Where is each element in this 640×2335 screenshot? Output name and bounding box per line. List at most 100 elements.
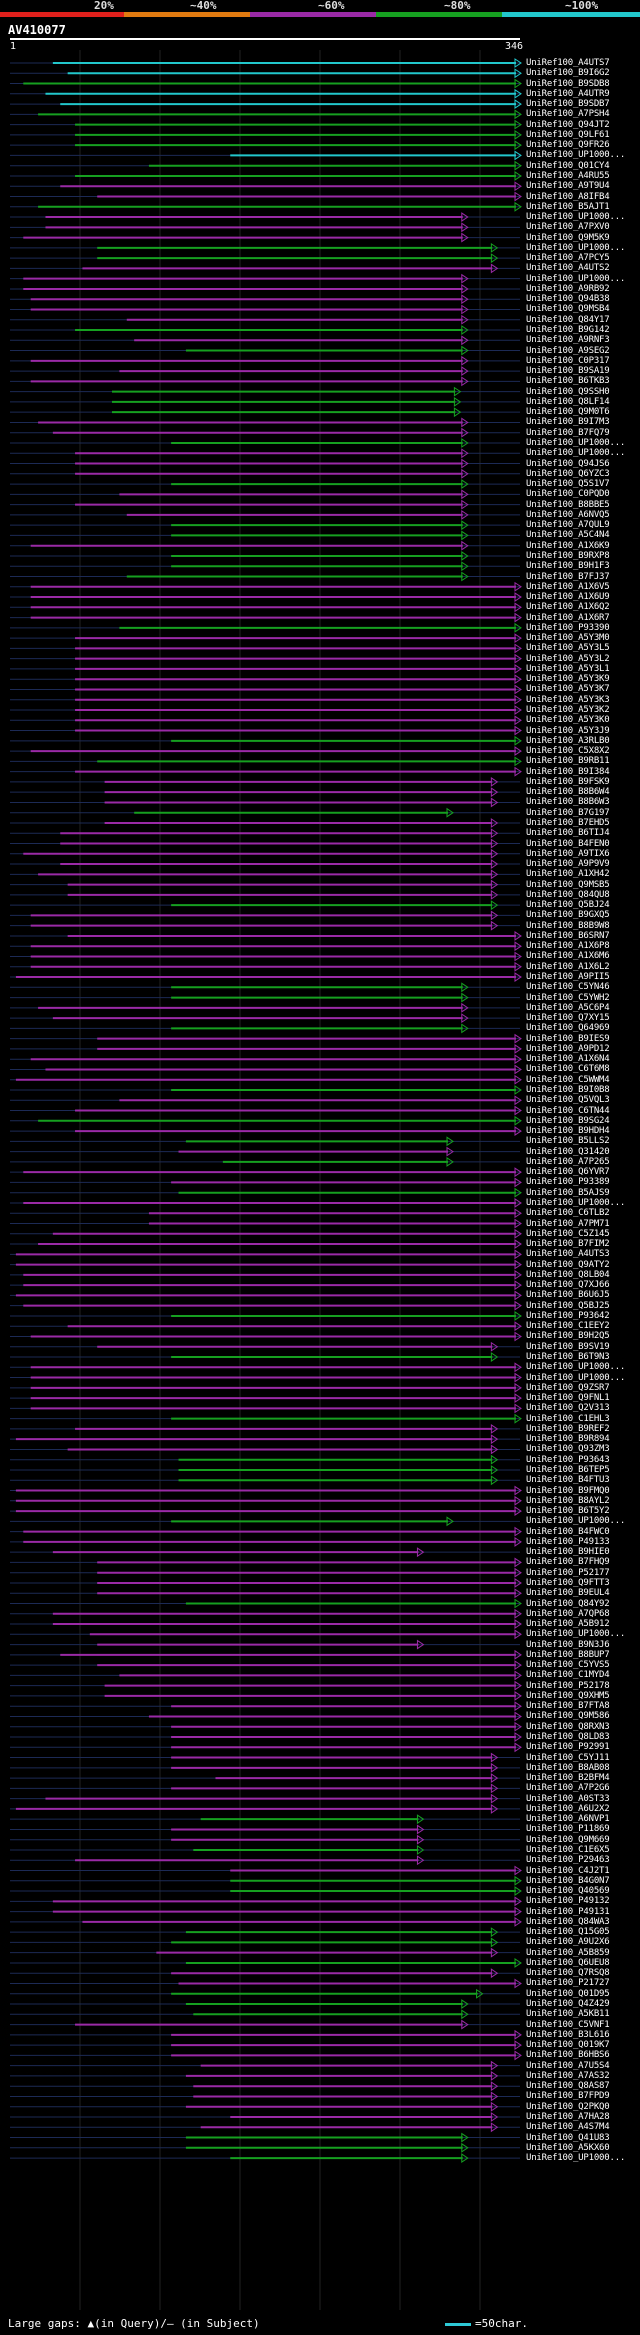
hit-label[interactable]: UniRef100_A1X6M6 [526, 951, 610, 962]
hit-label[interactable]: UniRef100_UP1000... [526, 1362, 626, 1373]
hit-label[interactable]: UniRef100_Q93ZM3 [526, 1444, 610, 1455]
hit-label[interactable]: UniRef100_A7PXV0 [526, 222, 610, 233]
hit-label[interactable]: UniRef100_Q84QU8 [526, 889, 610, 900]
hit-label[interactable]: UniRef100_C5Z145 [526, 1228, 610, 1239]
hit-label[interactable]: UniRef100_Q01D95 [526, 1988, 610, 1999]
hit-label[interactable]: UniRef100_C6T6M8 [526, 1064, 610, 1075]
hit-label[interactable]: UniRef100_A8IFB4 [526, 191, 610, 202]
hit-label[interactable]: UniRef100_A4UTS2 [526, 263, 610, 274]
hit-label[interactable]: UniRef100_B4FTU3 [526, 1475, 610, 1486]
hit-label[interactable]: UniRef100_Q94JT2 [526, 119, 610, 130]
hit-label[interactable]: UniRef100_C1MYD4 [526, 1670, 610, 1681]
hit-label[interactable]: UniRef100_Q9MSB5 [526, 879, 610, 890]
hit-label[interactable]: UniRef100_A7AS32 [526, 2070, 610, 2081]
hit-label[interactable]: UniRef100_Q8AS87 [526, 2081, 610, 2092]
hit-label[interactable]: UniRef100_B9RXP8 [526, 550, 610, 561]
hit-label[interactable]: UniRef100_B9SA19 [526, 366, 610, 377]
hit-label[interactable]: UniRef100_UP1000... [526, 448, 626, 459]
hit-label[interactable]: UniRef100_C1E6X5 [526, 1844, 610, 1855]
hit-label[interactable]: UniRef100_A5Y3J9 [526, 725, 610, 736]
hit-label[interactable]: UniRef100_Q5S1V7 [526, 479, 610, 490]
hit-label[interactable]: UniRef100_A9P9V9 [526, 859, 610, 870]
hit-label[interactable]: UniRef100_P92991 [526, 1742, 610, 1753]
hit-label[interactable]: UniRef100_UP1000... [526, 212, 626, 223]
hit-label[interactable]: UniRef100_B7EHD5 [526, 817, 610, 828]
hit-label[interactable]: UniRef100_P49133 [526, 1536, 610, 1547]
hit-label[interactable]: UniRef100_B9SDB8 [526, 78, 610, 89]
hit-label[interactable]: UniRef100_C5YWH2 [526, 992, 610, 1003]
hit-label[interactable]: UniRef100_B6T9N3 [526, 1352, 610, 1363]
hit-label[interactable]: UniRef100_A5Y3L1 [526, 663, 610, 674]
hit-label[interactable]: UniRef100_P52178 [526, 1680, 610, 1691]
hit-label[interactable]: UniRef100_A1X6L2 [526, 961, 610, 972]
hit-label[interactable]: UniRef100_B8B6W4 [526, 787, 610, 798]
hit-label[interactable]: UniRef100_P11869 [526, 1824, 610, 1835]
hit-label[interactable]: UniRef100_C5VNF1 [526, 2019, 610, 2030]
hit-label[interactable]: UniRef100_B8BBE5 [526, 499, 610, 510]
hit-label[interactable]: UniRef100_UP1000... [526, 273, 626, 284]
hit-label[interactable]: UniRef100_Q2PKQ0 [526, 2101, 610, 2112]
hit-label[interactable]: UniRef100_B9FSK9 [526, 776, 610, 787]
hit-label[interactable]: UniRef100_A5Y3K3 [526, 694, 610, 705]
hit-label[interactable]: UniRef100_A1X6V5 [526, 581, 610, 592]
hit-label[interactable]: UniRef100_B6HBS6 [526, 2050, 610, 2061]
hit-label[interactable]: UniRef100_B9SG24 [526, 1115, 610, 1126]
hit-label[interactable]: UniRef100_C0PQD0 [526, 489, 610, 500]
hit-label[interactable]: UniRef100_B9HIE0 [526, 1547, 610, 1558]
hit-label[interactable]: UniRef100_B4G0N7 [526, 1875, 610, 1886]
hit-label[interactable]: UniRef100_A6NVQ5 [526, 509, 610, 520]
hit-label[interactable]: UniRef100_A4UTS7 [526, 58, 610, 68]
hit-label[interactable]: UniRef100_Q5VQL3 [526, 1095, 610, 1106]
hit-label[interactable]: UniRef100_B6TIJ4 [526, 828, 610, 839]
hit-label[interactable]: UniRef100_B9HDH4 [526, 1126, 610, 1137]
hit-label[interactable]: UniRef100_UP1000... [526, 150, 626, 161]
hit-label[interactable]: UniRef100_A7PM71 [526, 1218, 610, 1229]
hit-label[interactable]: UniRef100_Q84WA3 [526, 1916, 610, 1927]
hit-label[interactable]: UniRef100_A1X6N4 [526, 1054, 610, 1065]
hit-label[interactable]: UniRef100_A5Y3L2 [526, 653, 610, 664]
hit-label[interactable]: UniRef100_Q40569 [526, 1886, 610, 1897]
hit-label[interactable]: UniRef100_B9EUL4 [526, 1588, 610, 1599]
hit-label[interactable]: UniRef100_B6TKB3 [526, 376, 610, 387]
hit-label[interactable]: UniRef100_Q9FR26 [526, 140, 610, 151]
hit-label[interactable]: UniRef100_B5AJT1 [526, 201, 610, 212]
hit-label[interactable]: UniRef100_B7FJ37 [526, 571, 610, 582]
hit-label[interactable]: UniRef100_A7P2G6 [526, 1783, 610, 1794]
hit-label[interactable]: UniRef100_Q6YZC3 [526, 468, 610, 479]
hit-label[interactable]: UniRef100_B9H2Q5 [526, 1331, 610, 1342]
hit-label[interactable]: UniRef100_A5Y3K2 [526, 705, 610, 715]
hit-label[interactable]: UniRef100_Q01CY4 [526, 160, 610, 171]
hit-label[interactable]: UniRef100_Q9ATY2 [526, 1259, 610, 1270]
hit-label[interactable]: UniRef100_A5Y3M0 [526, 633, 610, 644]
hit-label[interactable]: UniRef100_P52177 [526, 1567, 610, 1578]
hit-label[interactable]: UniRef100_P49131 [526, 1906, 610, 1917]
hit-label[interactable]: UniRef100_UP1000... [526, 1629, 626, 1640]
hit-label[interactable]: UniRef100_B6U6J5 [526, 1290, 610, 1301]
hit-label[interactable]: UniRef100_B9I6G2 [526, 68, 610, 79]
hit-label[interactable]: UniRef100_B5LLS2 [526, 1136, 610, 1147]
hit-label[interactable]: UniRef100_Q6UEU8 [526, 1957, 610, 1968]
hit-label[interactable]: UniRef100_B7FHQ9 [526, 1557, 610, 1568]
hit-label[interactable]: UniRef100_A4UTS3 [526, 1249, 610, 1260]
hit-label[interactable]: UniRef100_UP1000... [526, 1197, 626, 1208]
hit-label[interactable]: UniRef100_B9I7M3 [526, 417, 610, 428]
hit-label[interactable]: UniRef100_A5Y3K0 [526, 715, 610, 726]
hit-label[interactable]: UniRef100_B9RB11 [526, 756, 610, 767]
hit-label[interactable]: UniRef100_B9GXQ5 [526, 910, 610, 921]
hit-label[interactable]: UniRef100_P29463 [526, 1855, 610, 1866]
hit-label[interactable]: UniRef100_A1X6P8 [526, 941, 610, 952]
hit-label[interactable]: UniRef100_A7U5S4 [526, 2060, 610, 2071]
hit-label[interactable]: UniRef100_A1X6K9 [526, 540, 610, 551]
hit-label[interactable]: UniRef100_Q4Z429 [526, 1999, 610, 2010]
hit-label[interactable]: UniRef100_Q5BJ24 [526, 900, 610, 911]
hit-label[interactable]: UniRef100_Q7XY15 [526, 1013, 610, 1024]
hit-label[interactable]: UniRef100_A5Y3K7 [526, 684, 610, 695]
hit-label[interactable]: UniRef100_B4FEN0 [526, 838, 610, 849]
hit-label[interactable]: UniRef100_A7PSH4 [526, 109, 610, 120]
hit-label[interactable]: UniRef100_B6SRN7 [526, 930, 610, 941]
hit-label[interactable]: UniRef100_A5B912 [526, 1619, 610, 1630]
hit-label[interactable]: UniRef100_Q9FNL1 [526, 1393, 610, 1404]
hit-label[interactable]: UniRef100_Q9LF61 [526, 129, 610, 140]
hit-label[interactable]: UniRef100_A5C6P4 [526, 1002, 610, 1013]
hit-label[interactable]: UniRef100_B9I384 [526, 766, 610, 777]
